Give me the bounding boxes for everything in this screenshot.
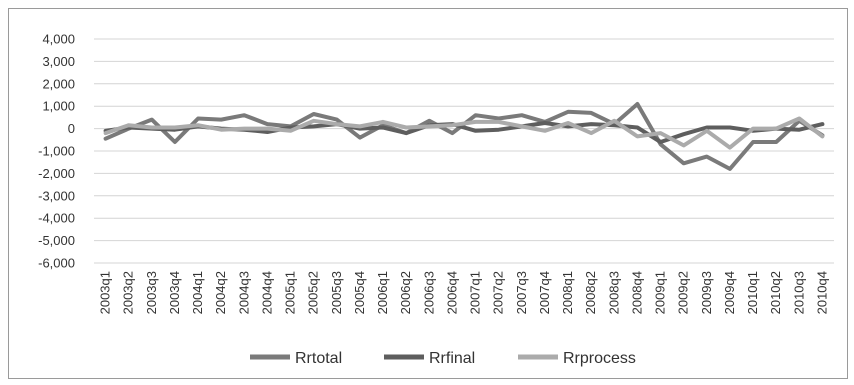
x-tick-label: 2003q3: [144, 271, 159, 314]
series-line-rrprocess: [103, 116, 825, 150]
x-tick-label: 2004q2: [213, 271, 228, 314]
x-tick-label: 2008q1: [560, 271, 575, 314]
y-tick-label: 2,000: [42, 76, 75, 91]
y-tick-label: -6,000: [38, 256, 75, 271]
x-tick-label: 2003q4: [167, 271, 182, 314]
x-tick-label: 2007q4: [537, 271, 552, 314]
x-axis-tick-labels: 2003q1 2003q2 2003q3 2003q4 2004q1 2004q2 2004…: [98, 271, 830, 314]
x-tick-label: 2004q3: [236, 271, 251, 314]
gridlines: [94, 38, 834, 264]
x-tick-label: 2005q1: [283, 271, 298, 314]
x-tick-label: 2003q2: [121, 271, 136, 314]
x-tick-label: 2006q1: [375, 271, 390, 314]
x-tick-label: 2008q4: [629, 271, 644, 314]
x-tick-label: 2006q3: [421, 271, 436, 314]
chart-frame: 4,000 3,000 2,000 1,000 0 -1,000 -2,000 -3,000 -…: [8, 8, 848, 379]
line-chart: 4,000 3,000 2,000 1,000 0 -1,000 -2,000 -3,000 -…: [38, 32, 834, 367]
y-tick-label: 3,000: [42, 54, 75, 69]
legend-label: Rrtotal: [295, 350, 342, 367]
y-tick-label: -3,000: [38, 188, 75, 203]
x-tick-label: 2009q4: [722, 271, 737, 314]
x-tick-label: 2004q1: [190, 271, 205, 314]
y-tick-label: -5,000: [38, 233, 75, 248]
x-tick-label: 2005q2: [306, 271, 321, 314]
y-tick-label: 4,000: [42, 32, 75, 47]
x-tick-label: 2010q4: [814, 271, 829, 314]
y-tick-label: -2,000: [38, 166, 75, 181]
x-tick-label: 2009q2: [676, 271, 691, 314]
legend-label: Rrfinal: [429, 350, 475, 367]
x-tick-label: 2006q4: [444, 271, 459, 314]
series-line-rrfinal: [103, 121, 825, 144]
x-tick-label: 2009q1: [653, 271, 668, 314]
x-tick-label: 2003q1: [98, 271, 113, 314]
x-tick-label: 2010q1: [745, 271, 760, 314]
x-tick-label: 2007q1: [468, 271, 483, 314]
x-tick-label: 2005q4: [352, 271, 367, 314]
x-tick-label: 2007q3: [514, 271, 529, 314]
x-tick-label: 2008q2: [583, 271, 598, 314]
x-tick-label: 2009q3: [699, 271, 714, 314]
legend-label: Rrprocess: [563, 350, 636, 367]
x-tick-label: 2010q3: [791, 271, 806, 314]
y-tick-label: 0: [68, 121, 75, 136]
x-tick-label: 2006q2: [398, 271, 413, 314]
x-tick-label: 2008q3: [606, 271, 621, 314]
x-tick-label: 2004q4: [259, 271, 274, 314]
y-axis-tick-labels: 4,000 3,000 2,000 1,000 0 -1,000 -2,000 -3,000 -…: [38, 32, 75, 271]
series-lines: [103, 102, 825, 171]
x-tick-label: 2007q2: [491, 271, 506, 314]
y-tick-label: -4,000: [38, 211, 75, 226]
x-tick-label: 2005q3: [329, 271, 344, 314]
y-tick-label: 1,000: [42, 99, 75, 114]
x-tick-label: 2010q2: [768, 271, 783, 314]
legend: Rrtotal Rrfinal Rrprocess: [250, 350, 636, 367]
y-tick-label: -1,000: [38, 144, 75, 159]
